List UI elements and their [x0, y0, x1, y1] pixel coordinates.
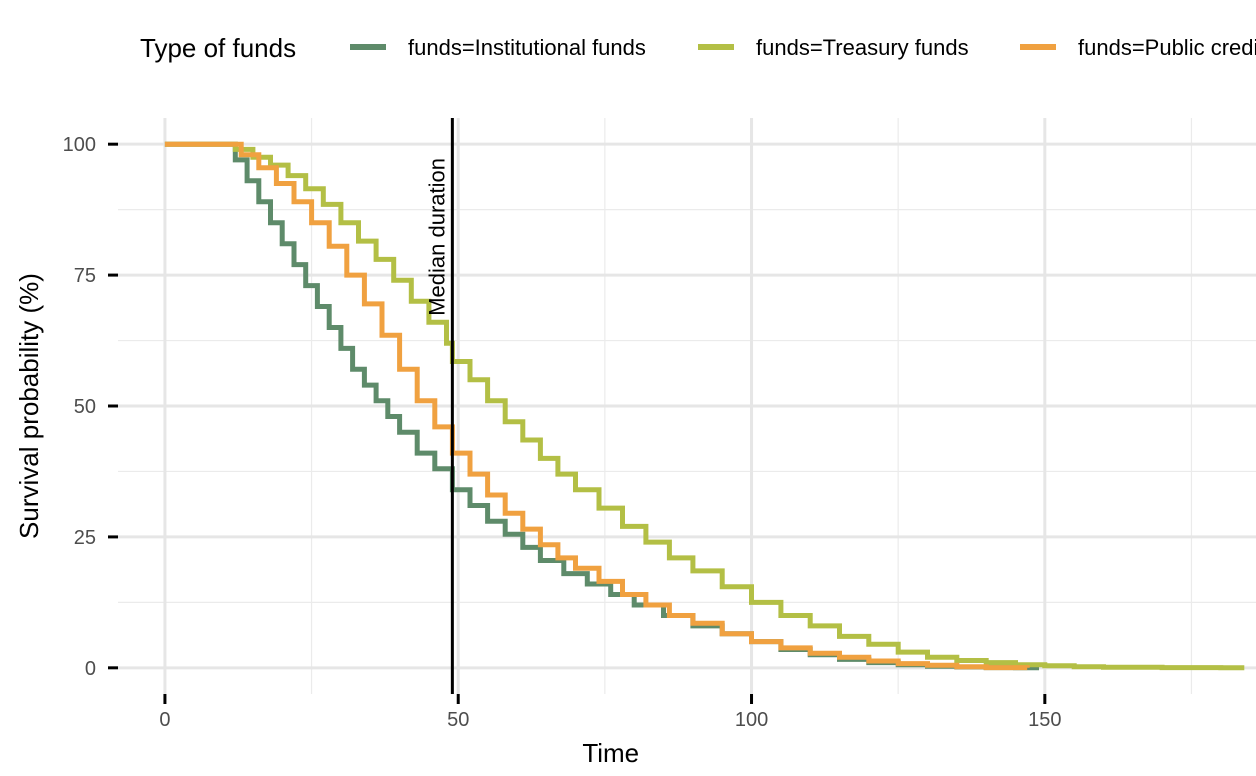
series-lines: [164, 141, 1245, 671]
y-axis-title: Survival probability (%): [14, 273, 44, 539]
series-line-1: [164, 141, 1245, 671]
legend-title: Type of funds: [140, 33, 296, 63]
legend-label-0: funds=Institutional funds: [408, 35, 646, 60]
x-tick-label-3: 150: [1028, 709, 1061, 731]
y-tick-label-3: 75: [74, 265, 96, 287]
legend-label-2: funds=Public credit funds: [1078, 35, 1256, 60]
y-tick-label-1: 25: [74, 527, 96, 549]
x-axis-title: Time: [582, 738, 639, 768]
grid-major: [118, 118, 1256, 694]
series-line-2: [164, 141, 1030, 671]
y-tick-label-0: 0: [85, 658, 96, 680]
x-tick-label-2: 100: [735, 709, 768, 731]
x-tick-label-0: 0: [159, 709, 170, 731]
median-label: Median duration: [424, 158, 449, 316]
y-tick-label-4: 100: [63, 134, 96, 156]
x-tick-label-1: 50: [447, 709, 469, 731]
y-tick-label-2: 50: [74, 396, 96, 418]
legend-label-1: funds=Treasury funds: [756, 35, 969, 60]
legend: Type of funds funds=Institutional funds f…: [140, 33, 1256, 63]
x-axis: 0 50 100 150: [159, 694, 1062, 731]
y-axis: 0 25 50 75 100: [63, 134, 118, 680]
median-line-group: Median duration: [424, 118, 454, 694]
